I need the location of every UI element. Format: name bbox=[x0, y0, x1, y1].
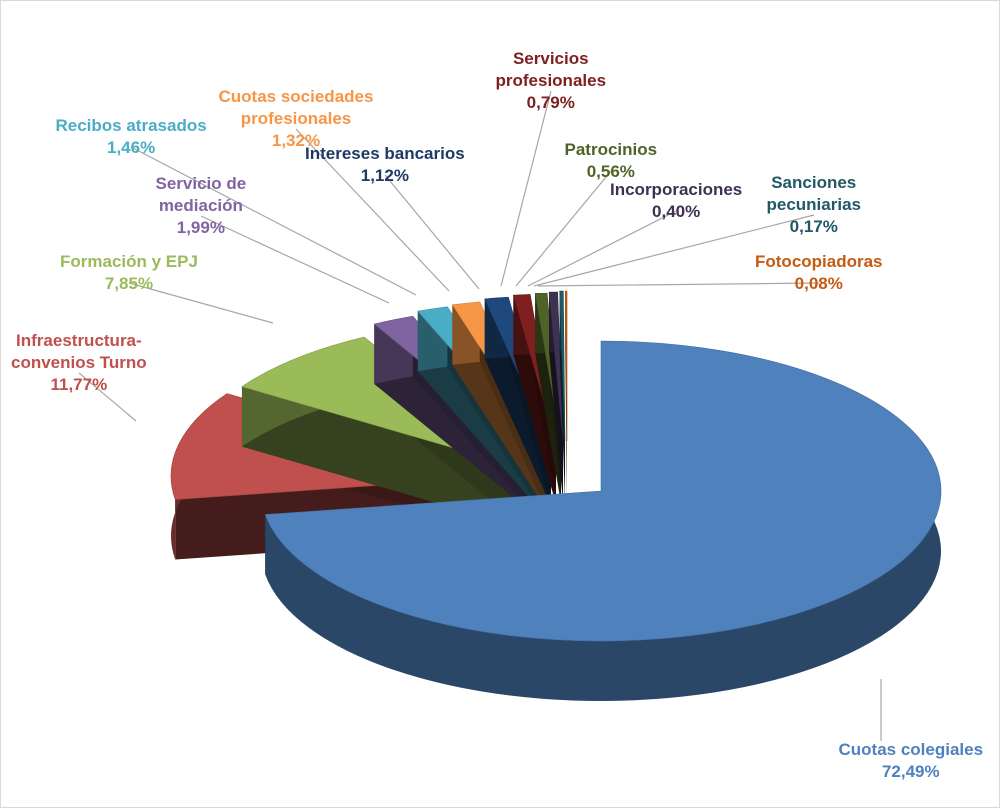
data-label-5: Cuotas sociedades profesionales 1,32% bbox=[219, 86, 374, 152]
data-label-11: Fotocopiadoras 0,08% bbox=[755, 251, 883, 295]
leader-line-1 bbox=[78, 372, 137, 422]
data-label-9: Incorporaciones 0,40% bbox=[610, 179, 742, 223]
pie-slice-10 bbox=[559, 290, 566, 501]
data-label-1: Infraestructura-convenios Turno 11,77% bbox=[11, 330, 147, 396]
data-label-name: mediación bbox=[158, 196, 243, 215]
data-label-name: profesionales bbox=[240, 109, 352, 128]
data-label-10: Sanciones pecuniarias 0,17% bbox=[767, 172, 862, 238]
data-label-2: Formación y EPJ 7,85% bbox=[60, 251, 198, 295]
leader-line-8 bbox=[515, 170, 612, 287]
leader-line-7 bbox=[500, 90, 552, 287]
data-label-name: Intereses bancarios bbox=[305, 144, 465, 163]
data-label-name: pecuniarias bbox=[766, 195, 862, 214]
data-label-name: Servicios bbox=[512, 49, 589, 68]
data-label-name: Fotocopiadoras bbox=[755, 252, 883, 271]
data-label-value: 0,79% bbox=[526, 93, 575, 112]
leader-line-4 bbox=[130, 146, 417, 296]
data-label-6: Intereses bancarios 1,12% bbox=[305, 143, 465, 187]
pie-slice-0 bbox=[264, 340, 942, 701]
data-label-value: 0,17% bbox=[789, 217, 838, 236]
data-label-value: 0,08% bbox=[794, 274, 843, 293]
leader-line-6 bbox=[384, 174, 480, 290]
pie-slice-9 bbox=[548, 291, 564, 502]
data-label-value: 7,85% bbox=[104, 274, 154, 293]
data-label-value: 0,56% bbox=[586, 162, 635, 181]
data-label-8: Patrocinios 0,56% bbox=[565, 139, 658, 183]
data-label-value: 1,99% bbox=[176, 218, 225, 237]
data-label-0: Cuotas colegiales 72,49% bbox=[839, 739, 984, 783]
data-label-name: Recibos atrasados bbox=[55, 116, 207, 135]
leader-line-3 bbox=[200, 215, 390, 304]
data-label-name: convenios Turno bbox=[11, 353, 147, 372]
leader-line-11 bbox=[537, 282, 820, 287]
pie-slice-11 bbox=[564, 290, 568, 501]
data-label-name: Servicio de bbox=[155, 174, 247, 193]
data-label-value: 72,49% bbox=[881, 762, 940, 781]
data-label-value: 1,12% bbox=[360, 166, 409, 185]
data-label-value: 1,32% bbox=[271, 131, 321, 150]
data-label-name: Cuotas sociedades bbox=[218, 87, 374, 106]
data-label-4: Recibos atrasados 1,46% bbox=[56, 115, 207, 159]
leader-line-10 bbox=[533, 214, 815, 287]
data-label-name: Formación y EPJ bbox=[60, 252, 198, 271]
data-label-value: 1,46% bbox=[106, 138, 156, 157]
data-label-name: Sanciones bbox=[771, 173, 857, 192]
data-label-name: profesionales bbox=[495, 71, 607, 90]
data-label-name: Patrocinios bbox=[564, 140, 658, 159]
leader-line-9 bbox=[527, 210, 677, 287]
data-label-7: Servicios profesionales 0,79% bbox=[496, 48, 607, 114]
data-label-3: Servicio de mediación 1,99% bbox=[156, 173, 247, 239]
leader-line-2 bbox=[128, 282, 274, 324]
leader-line-5 bbox=[295, 128, 450, 292]
data-label-name: Infraestructura- bbox=[16, 331, 142, 350]
data-label-value: 11,77% bbox=[50, 375, 108, 394]
data-label-name: Incorporaciones bbox=[610, 180, 743, 199]
data-label-value: 0,40% bbox=[652, 202, 701, 221]
data-label-name: Cuotas colegiales bbox=[838, 740, 984, 759]
